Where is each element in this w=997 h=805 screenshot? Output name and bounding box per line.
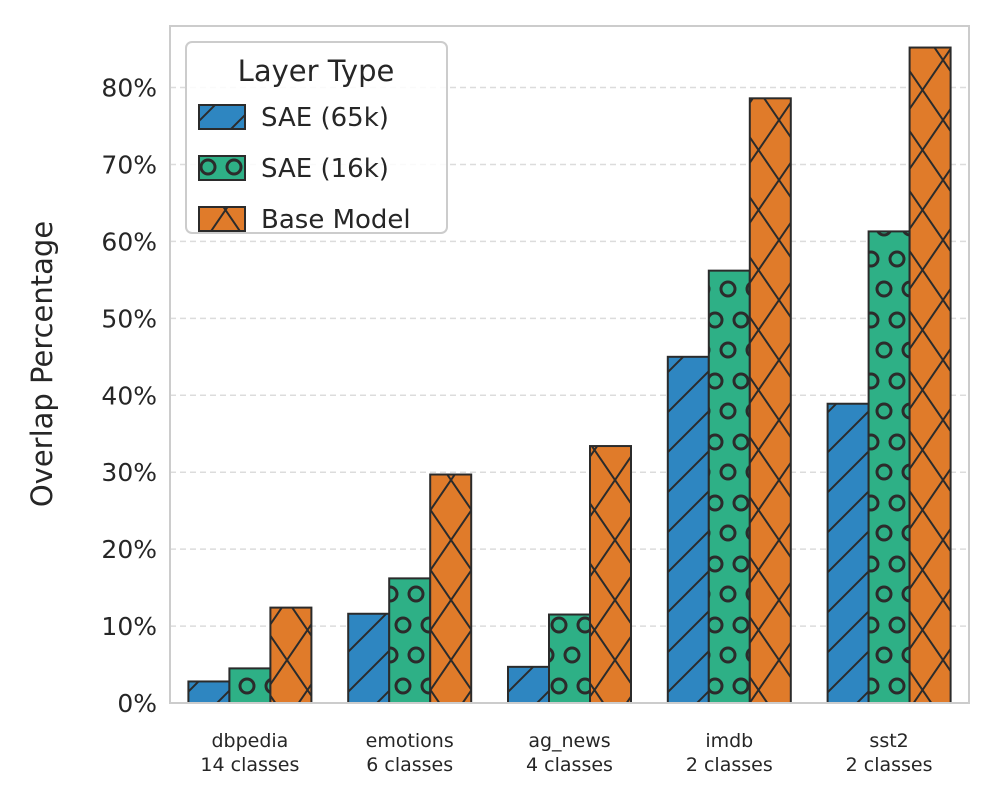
legend-label: Base Model [261,205,411,235]
bar-base-model-ag-news [589,445,632,704]
bar-sae-16k-emotions [388,577,432,705]
y-tick-label: 0% [117,689,157,718]
y-tick-label: 30% [101,458,157,487]
legend-title: Layer Type [238,54,395,88]
y-tick-label: 80% [101,74,157,103]
x-tick-label: imdb 2 classes [686,730,773,776]
bar-sae-16k-ag-news [548,613,591,704]
legend-item: Base Model [198,205,411,235]
legend-swatch [198,206,246,232]
legend-label: SAE (16k) [261,154,389,184]
legend: Layer Type SAE (65k) SAE (16k) Base Model [185,41,448,235]
legend-box [185,41,448,234]
legend-swatch [198,104,246,130]
bar-sae-16k-sst2 [867,230,911,704]
legend-label: SAE (65k) [261,103,389,133]
bar-sae-65k-sst2 [826,402,870,704]
bar-sae-65k-emotions [347,612,391,704]
y-tick-label: 70% [101,150,157,179]
bar-sae-16k-imdb [707,269,751,704]
bar-sae-65k-dbpedia [187,680,231,705]
bars [187,46,952,705]
x-tick-label: emotions 6 classes [366,730,454,776]
bar-base-model-sst2 [908,46,952,705]
x-tick-labels: dbpedia 14 classes emotions 6 classes ag_new… [200,730,932,776]
y-tick-label: 60% [101,227,157,256]
y-tick-labels: 0% 10% 20% 30% 40% 50% 60% 70% 80% [101,74,157,718]
x-tick-label: dbpedia 14 classes [200,730,299,776]
y-tick-label: 40% [101,381,157,410]
y-tick-label: 20% [101,535,157,564]
bar-sae-16k-dbpedia [228,667,272,704]
legend-swatch [198,155,246,181]
bar-base-model-dbpedia [269,606,313,705]
y-axis-label: Overlap Percentage [25,221,59,507]
bar-base-model-emotions [429,473,473,705]
legend-item: SAE (16k) [198,154,389,184]
bar-sae-65k-imdb [666,355,710,704]
y-tick-label: 50% [101,304,157,333]
plot-frame [169,25,970,704]
bar-sae-65k-ag-news [507,665,550,704]
x-tick-label: sst2 2 classes [846,730,933,776]
bar-base-model-imdb [748,97,792,704]
y-tick-label: 10% [101,612,157,641]
x-tick-label: ag_news 4 classes [526,730,613,776]
legend-item: SAE (65k) [198,103,389,133]
